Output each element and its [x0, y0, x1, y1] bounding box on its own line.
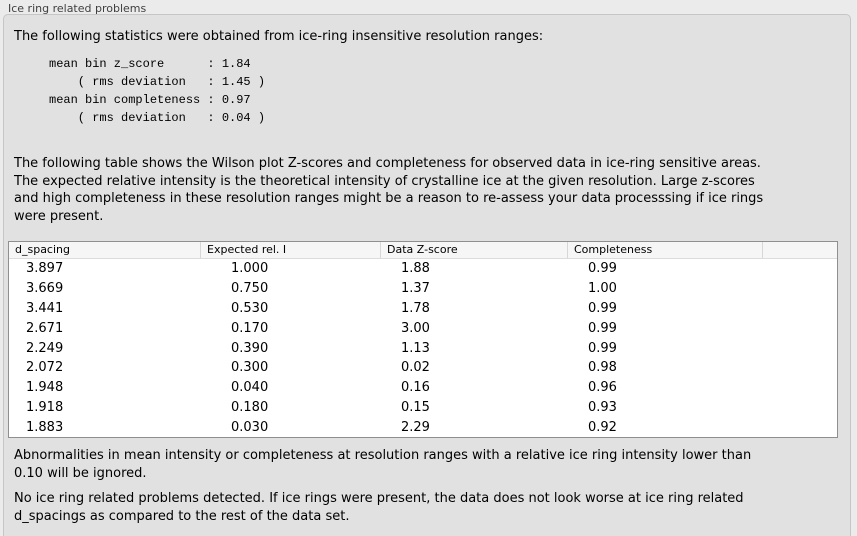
table-cell: 2.29	[401, 419, 430, 435]
table-cell: 3.441	[26, 300, 64, 316]
table-cell: 1.37	[401, 281, 430, 297]
table-cell: 0.180	[231, 399, 269, 415]
table-description-paragraph: The following table shows the Wilson plo…	[14, 156, 764, 224]
table-cell: 0.170	[231, 320, 269, 336]
table-cell: 1.883	[26, 419, 64, 435]
table-cell: 0.530	[231, 300, 269, 316]
column-header-empty	[763, 242, 837, 258]
table-cell: 3.00	[401, 320, 430, 336]
table-cell: 0.02	[401, 360, 430, 376]
table-row[interactable]: 2.072 0.300 0.02 0.98	[9, 357, 837, 378]
intro-paragraph: The following statistics were obtained f…	[14, 29, 544, 44]
column-header-completeness[interactable]: Completeness	[568, 242, 763, 258]
table-cell: 1.78	[401, 300, 430, 316]
table-cell: 2.249	[26, 340, 64, 356]
table-cell: 0.93	[588, 399, 617, 415]
table-cell: 0.750	[231, 281, 269, 297]
table-cell: 1.918	[26, 399, 64, 415]
table-cell: 0.99	[588, 300, 617, 316]
stats-readout: mean bin z_score : 1.84 ( rms deviation …	[49, 57, 266, 125]
conclusion-paragraph: No ice ring related problems detected. I…	[14, 491, 744, 524]
table-row[interactable]: 1.918 0.180 0.15 0.93	[9, 397, 837, 418]
table-cell: 0.99	[588, 320, 617, 336]
table-header-row: d_spacing Expected rel. I Data Z-score Comp…	[9, 242, 837, 259]
table-cell: 0.92	[588, 419, 617, 435]
table-row[interactable]: 3.897 1.000 1.88 0.99	[9, 259, 837, 279]
table-cell: 0.300	[231, 360, 269, 376]
ignore-note-paragraph: Abnormalities in mean intensity or compl…	[14, 448, 752, 481]
column-header-expected-rel-i[interactable]: Expected rel. I	[201, 242, 381, 258]
table-row[interactable]: 2.671 0.170 3.00 0.99	[9, 318, 837, 339]
table-cell: 2.671	[26, 320, 64, 336]
panel-title: Ice ring related problems	[8, 2, 147, 15]
table-cell: 3.669	[26, 281, 64, 297]
table-cell: 0.98	[588, 360, 617, 376]
table-cell: 0.16	[401, 380, 430, 396]
table-cell: 0.390	[231, 340, 269, 356]
table-cell: 0.96	[588, 380, 617, 396]
table-row[interactable]: 3.669 0.750 1.37 1.00	[9, 278, 837, 299]
table-cell: 0.99	[588, 340, 617, 356]
table-cell: 0.030	[231, 419, 269, 435]
table-row[interactable]: 2.249 0.390 1.13 0.99	[9, 338, 837, 358]
table-body: 3.897 1.000 1.88 0.99 3.669 0.750 1.37 1.00 3.44…	[9, 259, 837, 438]
table-row[interactable]: 3.441 0.530 1.78 0.99	[9, 298, 837, 319]
table-cell: 3.897	[26, 261, 64, 277]
table-cell: 0.99	[588, 261, 617, 277]
table-cell: 0.040	[231, 380, 269, 396]
table-cell: 2.072	[26, 360, 64, 376]
table-row[interactable]: 1.883 0.030 2.29 0.92	[9, 417, 837, 438]
table-cell: 0.15	[401, 399, 430, 415]
table-cell: 1.13	[401, 340, 430, 356]
table-cell: 1.948	[26, 380, 64, 396]
table-cell: 1.00	[588, 281, 617, 297]
column-header-data-z-score[interactable]: Data Z-score	[381, 242, 568, 258]
ice-ring-table: d_spacing Expected rel. I Data Z-score Comp…	[8, 241, 838, 438]
table-cell: 1.88	[401, 261, 430, 277]
table-row[interactable]: 1.948 0.040 0.16 0.96	[9, 377, 837, 398]
table-cell: 1.000	[231, 261, 269, 277]
column-header-d-spacing[interactable]: d_spacing	[9, 242, 201, 258]
